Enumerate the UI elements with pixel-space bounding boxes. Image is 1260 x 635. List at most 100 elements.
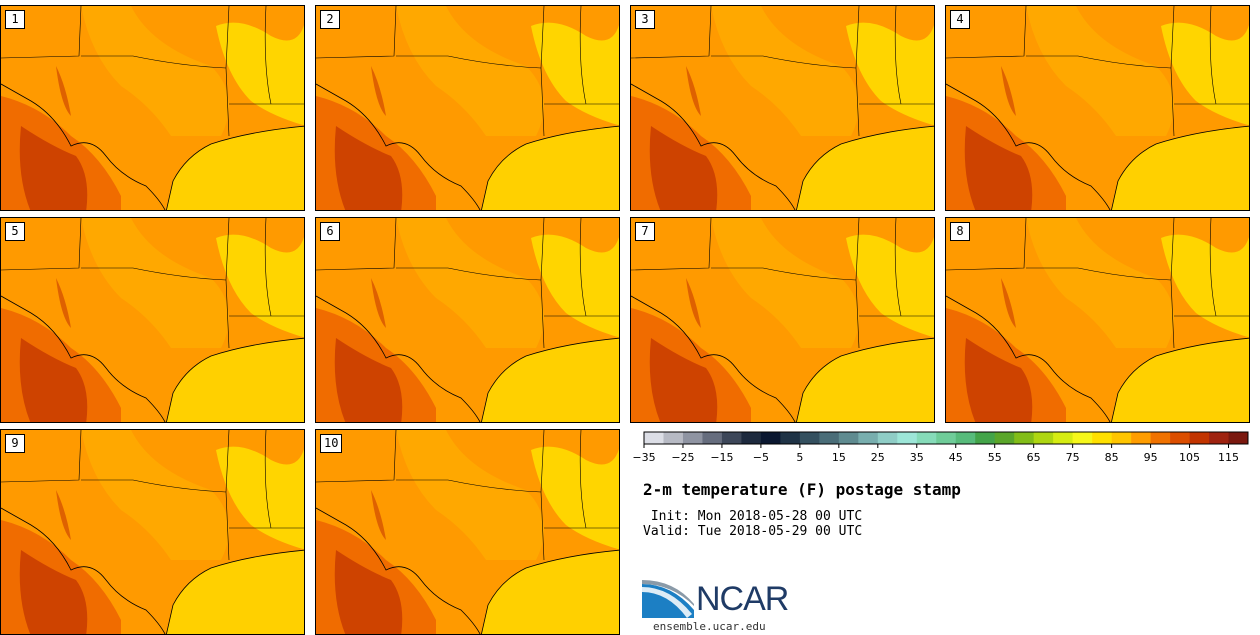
coastline: [1111, 125, 1249, 210]
mid-region: [81, 6, 229, 136]
colorbar-frame: [643, 431, 1249, 445]
gulf-of-mexico: [796, 126, 934, 210]
gulf-of-mexico: [166, 338, 304, 422]
cool-region-east: [531, 446, 619, 550]
coastline: [481, 337, 619, 422]
gulf-of-mexico: [166, 550, 304, 634]
cool-region-east: [846, 234, 934, 338]
hot-streak: [371, 278, 386, 328]
stamp-panel-1[interactable]: 1: [0, 5, 305, 211]
stamp-panel-10[interactable]: 10: [315, 429, 620, 635]
colorbar-scale: [643, 431, 1249, 448]
colorbar-segment: [819, 432, 840, 444]
colorbar-segment: [916, 432, 937, 444]
hot-streak: [1001, 66, 1016, 116]
cool-region-east: [216, 446, 304, 550]
mid-region: [1026, 218, 1174, 348]
coastline: [481, 125, 619, 210]
colorbar-tick-label: 105: [1179, 451, 1201, 464]
cool-region-east: [531, 234, 619, 338]
coastline: [796, 125, 934, 210]
very-hot-region: [334, 126, 403, 210]
colorbar-segment: [1014, 432, 1034, 444]
mexico-border: [316, 83, 481, 210]
colorbar-segment: [1092, 432, 1112, 444]
colorbar-segment: [1072, 432, 1093, 444]
colorbar-segment: [780, 432, 801, 444]
colorbar-segment: [1209, 432, 1229, 444]
temperature-map: [316, 6, 619, 210]
mexico-border: [631, 295, 796, 422]
colorbar-tick-label: −15: [710, 451, 734, 464]
colorbar-tick-label: 55: [987, 451, 1002, 464]
colorbar-segment: [955, 432, 976, 444]
gulf-of-mexico: [481, 338, 619, 422]
colorbar-tick-label: 85: [1104, 451, 1119, 464]
colorbar-segment: [741, 432, 762, 444]
colorbar-segment: [994, 432, 1015, 444]
cool-region-east: [216, 22, 304, 126]
temperature-map: [631, 6, 934, 210]
panel-number: 3: [635, 10, 655, 29]
panel-number: 10: [320, 434, 343, 453]
gulf-of-mexico: [481, 550, 619, 634]
mexico-border: [316, 507, 481, 634]
state-borders: [1, 218, 304, 349]
stamp-panel-4[interactable]: 4: [945, 5, 1250, 211]
mid-region: [396, 218, 544, 348]
cool-region-east: [1161, 234, 1249, 338]
gulf-of-mexico: [166, 126, 304, 210]
stamp-panel-9[interactable]: 9: [0, 429, 305, 635]
gulf-of-mexico: [1111, 338, 1249, 422]
state-borders: [946, 218, 1249, 349]
coastline: [166, 125, 304, 210]
temperature-map: [316, 218, 619, 422]
stamp-panel-6[interactable]: 6: [315, 217, 620, 423]
temperature-map: [1, 218, 304, 422]
colorbar-segment: [877, 432, 898, 444]
colorbar-segment: [897, 432, 918, 444]
colorbar-segment: [663, 432, 684, 444]
colorbar-segment: [1228, 432, 1249, 444]
coastline: [796, 337, 934, 422]
panel-number: 7: [635, 222, 655, 241]
colorbar-segment: [644, 432, 664, 444]
stamp-panel-3[interactable]: 3: [630, 5, 935, 211]
mid-region: [396, 430, 544, 560]
init-time: Init: Mon 2018-05-28 00 UTC: [643, 509, 863, 524]
hot-streak: [56, 490, 71, 540]
very-hot-region: [19, 550, 88, 634]
logo-wordmark: NCAR: [696, 580, 789, 618]
stamp-panel-2[interactable]: 2: [315, 5, 620, 211]
colorbar-segment: [1150, 432, 1171, 444]
colorbar-segment: [1131, 432, 1151, 444]
very-hot-region: [19, 126, 88, 210]
panel-number: 5: [5, 222, 25, 241]
state-borders: [316, 430, 619, 561]
state-borders: [316, 6, 619, 137]
panel-number: 4: [950, 10, 970, 29]
stamp-panel-7[interactable]: 7: [630, 217, 935, 423]
very-hot-region: [19, 338, 88, 422]
panel-number: 1: [5, 10, 25, 29]
colorbar-tick-label: 25: [870, 451, 885, 464]
mid-region: [396, 6, 544, 136]
mid-region: [81, 430, 229, 560]
stamp-panel-5[interactable]: 5: [0, 217, 305, 423]
temperature-map: [946, 218, 1249, 422]
colorbar-tick-label: −25: [671, 451, 695, 464]
colorbar-segment: [838, 432, 859, 444]
hot-streak: [56, 278, 71, 328]
stamp-panel-8[interactable]: 8: [945, 217, 1250, 423]
page-title: 2-m temperature (F) postage stamp: [643, 480, 961, 499]
colorbar-tick-label: 65: [1026, 451, 1041, 464]
coastline: [481, 549, 619, 634]
colorbar-segment: [936, 432, 957, 444]
colorbar-segment: [682, 432, 703, 444]
temperature-map: [946, 6, 1249, 210]
mexico-border: [316, 295, 481, 422]
coastline: [166, 549, 304, 634]
colorbar-segment: [1033, 432, 1054, 444]
colorbar-tick-label: 35: [909, 451, 924, 464]
state-borders: [631, 218, 934, 349]
